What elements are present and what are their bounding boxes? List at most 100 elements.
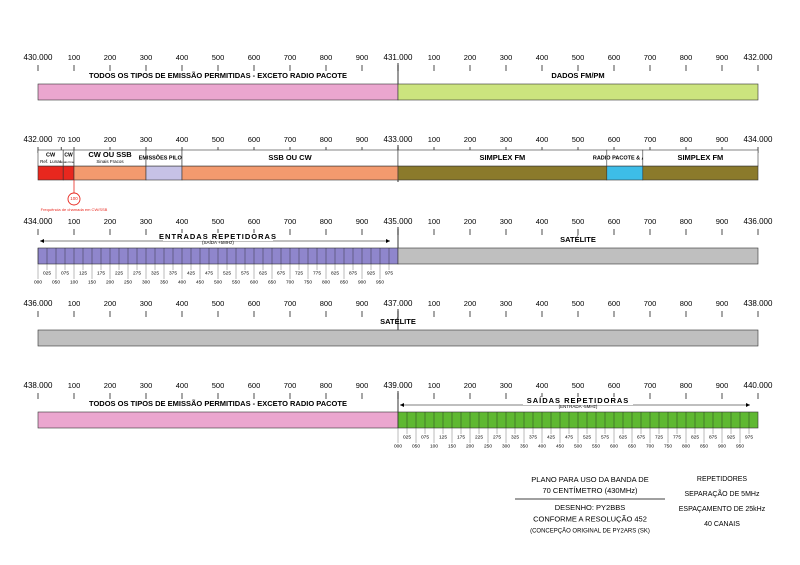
channel-label: 325 — [151, 270, 159, 276]
channel-label: 650 — [628, 443, 636, 449]
tick-label: 440.000 — [744, 381, 773, 390]
tick-label: 700 — [284, 53, 297, 62]
tick-label: 500 — [572, 299, 585, 308]
segment-label: SAÍDAS REPETIDORAS — [527, 396, 630, 405]
segment-sublabel: (SAÍDA +5MHz) — [202, 239, 234, 245]
tick-label: 100 — [68, 217, 81, 226]
segment-label: RADIO PACOTE & APRS — [593, 155, 657, 161]
tick-label: 800 — [680, 217, 693, 226]
tick-label: 200 — [464, 381, 477, 390]
tick-label: 300 — [140, 299, 153, 308]
channel-label: 925 — [367, 270, 375, 276]
tick-label: 300 — [500, 53, 513, 62]
tick-label: 300 — [500, 381, 513, 390]
tick-label: 100 — [428, 381, 441, 390]
tick-label: 700 — [284, 217, 297, 226]
channel-label: 050 — [412, 443, 420, 449]
tick-label: 438.000 — [24, 381, 53, 390]
segment-label: SSB OU CW — [268, 153, 312, 162]
channel-label: 900 — [358, 279, 366, 285]
channel-label: 550 — [232, 279, 240, 285]
channel-label: 250 — [124, 279, 132, 285]
channel-label: 825 — [691, 434, 699, 440]
tick-label: 436.000 — [744, 217, 773, 226]
tick-label: 400 — [176, 217, 189, 226]
tick-label: 800 — [320, 381, 333, 390]
tick-label: 300 — [500, 299, 513, 308]
channel-label: 900 — [718, 443, 726, 449]
band-segment — [37, 83, 399, 101]
footer-note: 40 CANAIS — [704, 521, 740, 528]
tick-label: 700 — [644, 299, 657, 308]
tick-label: 600 — [248, 381, 261, 390]
channel-label: 800 — [322, 279, 330, 285]
channel-label: 275 — [133, 270, 141, 276]
segment-sublabel: Ref. Lunar — [40, 159, 62, 164]
channel-label: 375 — [169, 270, 177, 276]
label-bg — [163, 233, 273, 241]
channel-label: 325 — [511, 434, 519, 440]
tick-label: 900 — [356, 135, 369, 144]
tick-label: 300 — [140, 135, 153, 144]
segment-label: SIMPLEX FM — [479, 153, 525, 162]
tick-label: 100 — [68, 299, 81, 308]
channel-label: 450 — [556, 443, 564, 449]
tick-label: 800 — [680, 299, 693, 308]
tick-label: 800 — [320, 53, 333, 62]
channel-label: 375 — [529, 434, 537, 440]
channel-label: 125 — [439, 434, 447, 440]
band-segment — [642, 165, 759, 181]
tick-label: 100 — [428, 217, 441, 226]
channel-label: 950 — [376, 279, 384, 285]
segment-label: CW — [46, 152, 56, 158]
segment-label: CW — [64, 152, 73, 158]
channel-label: 525 — [223, 270, 231, 276]
channel-label: 425 — [187, 270, 195, 276]
calling-label: 100 — [70, 196, 78, 201]
channel-label: 775 — [673, 434, 681, 440]
channel-label: 150 — [448, 443, 456, 449]
tick-label: 300 — [500, 217, 513, 226]
channel-label: 075 — [421, 434, 429, 440]
channel-label: 750 — [664, 443, 672, 449]
tick-label: 600 — [248, 299, 261, 308]
channel-label: 175 — [97, 270, 105, 276]
footer-note: ESPAÇAMENTO DE 25kHz — [679, 506, 766, 513]
channel-label: 650 — [268, 279, 276, 285]
tick-label: 700 — [644, 53, 657, 62]
channel-label: 350 — [520, 443, 528, 449]
tick-label: 400 — [536, 217, 549, 226]
label-box — [642, 149, 759, 167]
tick-label: 900 — [716, 381, 729, 390]
tick-label: 400 — [536, 135, 549, 144]
channel-label: 600 — [610, 443, 618, 449]
channel-label: 875 — [349, 270, 357, 276]
channel-label: 000 — [394, 443, 402, 449]
tick-label: 800 — [680, 53, 693, 62]
band-segment — [397, 83, 759, 101]
calling-note: Frequência de chamada em CW/SSB — [41, 207, 108, 212]
tick-label: 800 — [680, 135, 693, 144]
segment-label: SATÉLITE — [560, 235, 596, 244]
band-segment — [73, 165, 147, 181]
channel-label: 800 — [682, 443, 690, 449]
tick-label: 600 — [248, 217, 261, 226]
channel-label: 075 — [61, 270, 69, 276]
channel-label: 775 — [313, 270, 321, 276]
tick-label: 900 — [356, 53, 369, 62]
tick-label: 500 — [212, 135, 225, 144]
channel-label: 725 — [295, 270, 303, 276]
channel-label: 625 — [619, 434, 627, 440]
segment-sublabel: Sinais Fracos — [60, 160, 79, 164]
band-segment — [397, 247, 759, 265]
tick-label: 100 — [68, 53, 81, 62]
channel-label: 025 — [403, 434, 411, 440]
tick-label: 800 — [320, 217, 333, 226]
channel-label: 225 — [475, 434, 483, 440]
band-segment — [145, 165, 183, 181]
channel-label: 200 — [106, 279, 114, 285]
tick-label: 400 — [536, 381, 549, 390]
channel-label: 050 — [52, 279, 60, 285]
tick-label: 400 — [176, 53, 189, 62]
